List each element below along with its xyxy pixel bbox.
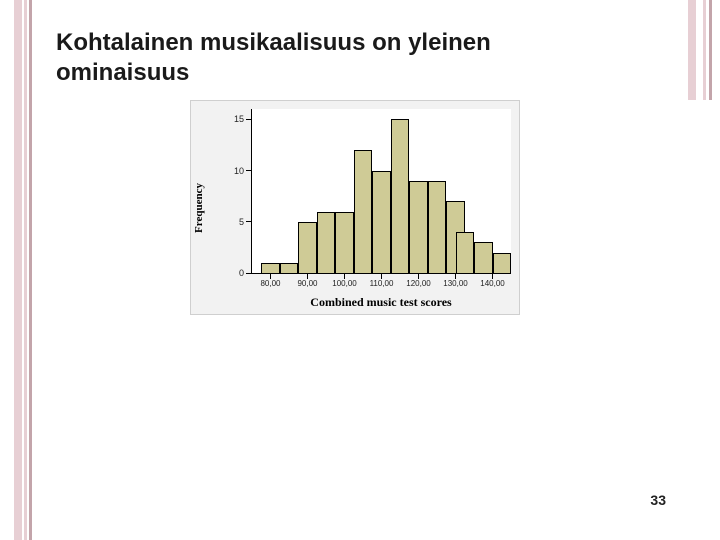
stripe — [688, 0, 696, 100]
y-tick-label: 5 — [239, 217, 252, 227]
page-number: 33 — [650, 492, 666, 508]
plot-area: 05101580,0090,00100,00110,00120,00130,00… — [251, 109, 511, 274]
y-tick-label: 10 — [234, 166, 252, 176]
histogram-bar — [474, 242, 493, 273]
stripe — [14, 0, 22, 540]
slide-title: Kohtalainen musikaalisuus on yleinen omi… — [56, 28, 616, 88]
stripe — [703, 0, 706, 100]
x-axis-label: Combined music test scores — [251, 295, 511, 310]
x-tick-label: 80,00 — [260, 273, 280, 288]
stripe — [709, 0, 712, 100]
histogram-bar — [391, 119, 410, 273]
y-tick-label: 15 — [234, 114, 252, 124]
histogram-bar — [335, 212, 354, 274]
stripe — [29, 0, 32, 540]
stripe — [24, 0, 27, 540]
histogram-bar — [280, 263, 299, 273]
x-tick-label: 140,00 — [480, 273, 504, 288]
histogram-chart: Frequency 05101580,0090,00100,00110,0012… — [190, 100, 520, 315]
x-tick-label: 130,00 — [443, 273, 467, 288]
histogram-bar — [428, 181, 447, 273]
histogram-bar — [456, 232, 475, 273]
y-tick-label: 0 — [239, 268, 252, 278]
x-tick-label: 120,00 — [406, 273, 430, 288]
histogram-bar — [409, 181, 428, 273]
histogram-bar — [493, 253, 512, 274]
histogram-bar — [372, 171, 391, 274]
histogram-bar — [261, 263, 280, 273]
x-tick-label: 110,00 — [370, 273, 394, 288]
right-accent-stripes — [680, 0, 720, 100]
left-accent-stripes — [0, 0, 34, 540]
y-axis-label: Frequency — [193, 183, 205, 233]
x-tick-label: 90,00 — [297, 273, 317, 288]
histogram-bar — [317, 212, 336, 274]
x-tick-label: 100,00 — [332, 273, 356, 288]
histogram-bar — [298, 222, 317, 273]
histogram-bar — [354, 150, 373, 273]
